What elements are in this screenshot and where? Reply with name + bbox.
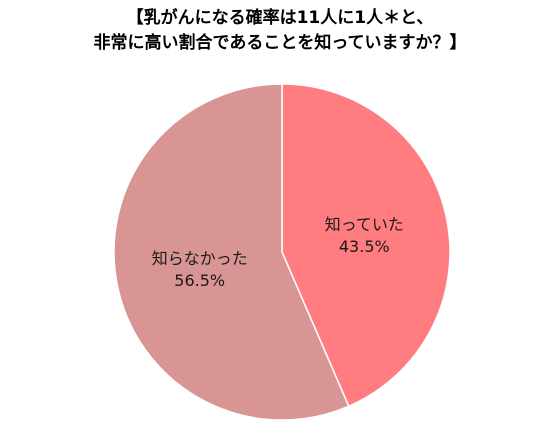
chart-title-line-1: 【乳がんになる確率は11人に1人＊と、 — [126, 8, 434, 28]
slice-value-1: 43.5% — [339, 237, 390, 256]
chart-title-line-2: 非常に高い割合であることを知っていますか？】 — [93, 33, 467, 53]
pie-slice-1 — [281, 83, 451, 408]
slice-label-1: 知っていた — [325, 215, 404, 234]
slice-value-2: 56.5% — [174, 271, 225, 290]
chart-title: 【乳がんになる確率は11人に1人＊と、 非常に高い割合であることを知っていますか… — [0, 6, 560, 56]
pie-slices — [113, 83, 451, 421]
pie-labels: 知っていた 43.5% 知らなかった 56.5% — [152, 215, 404, 290]
pie-slice-2 — [113, 83, 350, 421]
slice-label-2: 知らなかった — [152, 249, 248, 268]
